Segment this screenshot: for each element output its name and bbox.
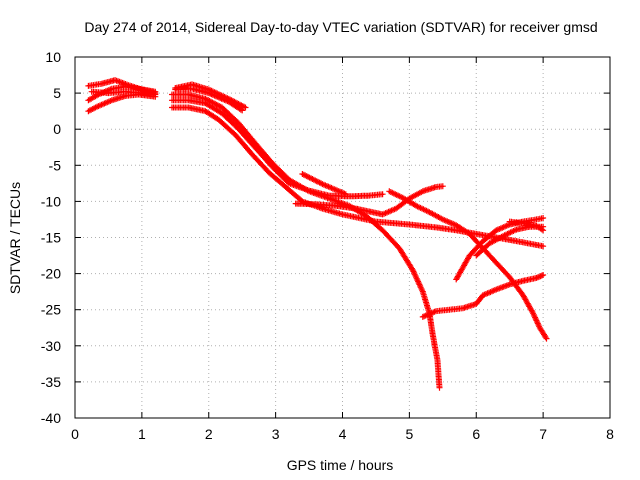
series-arc-13 (419, 272, 547, 320)
data-point (379, 191, 386, 198)
chart-title: Day 274 of 2014, Sidereal Day-to-day VTE… (84, 19, 597, 35)
y-tick-label: -30 (41, 338, 61, 354)
y-tick-label: -25 (41, 302, 61, 318)
y-tick-label: 10 (45, 49, 61, 65)
data-point (436, 384, 443, 391)
y-tick-label: -20 (41, 266, 61, 282)
x-tick-label: 6 (472, 426, 480, 442)
x-tick-label: 7 (539, 426, 547, 442)
y-tick-label: 5 (53, 85, 61, 101)
data-point (152, 91, 159, 98)
x-axis-label: GPS time / hours (287, 457, 394, 473)
axis-ticks: 0 1 2 3 4 5 6 7 8 -40 -35 -30 -25 -20 -15 -10 -5 0 5 10 (41, 49, 614, 442)
x-tick-label: 8 (606, 426, 614, 442)
y-tick-label: -40 (41, 410, 61, 426)
data-point (543, 335, 550, 342)
series-arc-3 (85, 77, 159, 97)
x-tick-label: 3 (272, 426, 280, 442)
data-point (538, 226, 545, 233)
x-tick-label: 2 (205, 426, 213, 442)
y-tick-label: -5 (49, 157, 62, 173)
data-point (242, 104, 249, 111)
series-arc-10 (299, 171, 349, 198)
y-tick-label: -35 (41, 374, 61, 390)
series-arc-4 (88, 88, 159, 98)
series-group (85, 77, 550, 391)
y-tick-label: -10 (41, 193, 61, 209)
series-arc-11 (292, 183, 446, 218)
data-point (540, 243, 547, 250)
x-tick-label: 0 (71, 426, 79, 442)
series-arc-9 (172, 81, 249, 111)
x-tick-label: 5 (405, 426, 413, 442)
data-point (342, 191, 349, 198)
data-point (540, 227, 547, 234)
data-point (439, 183, 446, 190)
data-point (540, 272, 547, 278)
y-axis-label: SDTVAR / TECUs (7, 182, 23, 294)
x-tick-label: 1 (138, 426, 146, 442)
series-arc-7 (169, 91, 443, 391)
grid (75, 57, 610, 418)
data-point (540, 215, 547, 221)
series-arc-16 (506, 218, 547, 234)
x-tick-label: 4 (339, 426, 347, 442)
y-tick-label: -15 (41, 230, 61, 246)
y-tick-label: 0 (53, 121, 61, 137)
